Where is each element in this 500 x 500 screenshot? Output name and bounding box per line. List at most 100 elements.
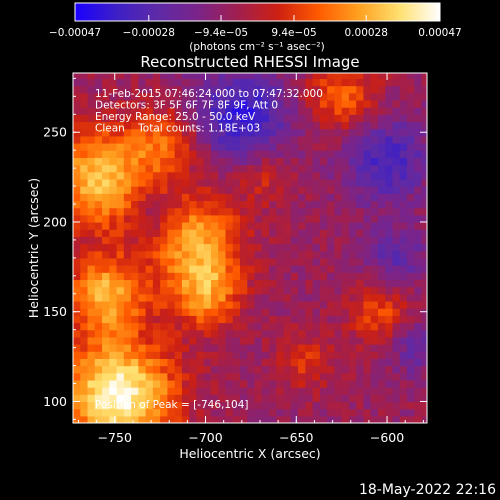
heatmap-cell bbox=[254, 229, 263, 237]
heatmap-cell bbox=[348, 85, 357, 94]
heatmap-cell bbox=[225, 186, 234, 194]
heatmap-cell bbox=[102, 293, 110, 302]
heatmap-cell bbox=[160, 78, 168, 87]
heatmap-cell bbox=[348, 207, 357, 216]
heatmap-cell bbox=[73, 250, 81, 259]
heatmap-cell bbox=[210, 272, 219, 281]
heatmap-cell bbox=[189, 344, 198, 352]
heatmap-cell bbox=[283, 308, 292, 316]
heatmap-cell bbox=[392, 243, 401, 252]
heatmap-cell bbox=[276, 214, 285, 223]
heatmap-cell bbox=[407, 394, 415, 403]
heatmap-cell bbox=[363, 221, 372, 230]
heatmap-cell bbox=[247, 164, 256, 173]
heatmap-cell bbox=[290, 387, 299, 395]
heatmap-cell bbox=[283, 78, 292, 87]
heatmap-cell bbox=[276, 344, 285, 352]
heatmap-cell bbox=[327, 315, 336, 324]
heatmap-cell bbox=[392, 250, 401, 259]
heatmap-cell bbox=[305, 300, 314, 309]
heatmap-cell bbox=[102, 286, 110, 295]
heatmap-cell bbox=[145, 164, 154, 173]
heatmap-cell bbox=[312, 164, 321, 173]
heatmap-cell bbox=[116, 193, 125, 202]
heatmap-cell bbox=[261, 193, 270, 202]
heatmap-cell bbox=[370, 214, 379, 223]
heatmap-cell bbox=[414, 387, 423, 395]
heatmap-cell bbox=[348, 143, 357, 151]
heatmap-cell bbox=[407, 322, 415, 331]
heatmap-cell bbox=[341, 365, 350, 374]
heatmap-cell bbox=[421, 171, 427, 180]
heatmap-cell bbox=[399, 336, 408, 345]
heatmap-cell bbox=[196, 128, 205, 137]
heatmap-cell bbox=[203, 229, 212, 237]
heatmap-cell bbox=[385, 401, 394, 410]
heatmap-cell bbox=[261, 279, 270, 288]
heatmap-cell bbox=[145, 322, 154, 331]
heatmap-cell bbox=[145, 257, 154, 266]
heatmap-cell bbox=[167, 171, 176, 180]
heatmap-cell bbox=[181, 351, 190, 359]
heatmap-cell bbox=[377, 308, 386, 316]
heatmap-cell bbox=[232, 128, 241, 137]
heatmap-cell bbox=[392, 387, 401, 395]
heatmap-cell bbox=[421, 344, 427, 352]
heatmap-cell bbox=[370, 121, 379, 130]
heatmap-cell bbox=[189, 150, 198, 158]
heatmap-cell bbox=[109, 250, 118, 259]
heatmap-cell bbox=[305, 178, 314, 187]
heatmap-cell bbox=[167, 143, 176, 151]
heatmap-cell bbox=[196, 379, 205, 388]
heatmap-cell bbox=[414, 358, 423, 367]
heatmap-cell bbox=[240, 85, 248, 94]
heatmap-cell bbox=[247, 207, 256, 216]
heatmap-cell bbox=[414, 143, 423, 151]
heatmap-cell bbox=[407, 257, 415, 266]
heatmap-cell bbox=[421, 236, 427, 245]
heatmap-cell bbox=[276, 207, 285, 216]
heatmap-cell bbox=[414, 415, 423, 423]
heatmap-cell bbox=[385, 250, 394, 259]
heatmap-cell bbox=[203, 178, 212, 187]
heatmap-cell bbox=[73, 171, 81, 180]
heatmap-cell bbox=[218, 401, 227, 410]
heatmap-cell bbox=[392, 135, 401, 144]
heatmap-cell bbox=[392, 300, 401, 309]
heatmap-cell bbox=[203, 164, 212, 173]
heatmap-cell bbox=[356, 236, 365, 245]
heatmap-cell bbox=[73, 99, 81, 108]
heatmap-cell bbox=[109, 85, 118, 94]
heatmap-cell bbox=[189, 178, 198, 187]
heatmap-cell bbox=[377, 265, 386, 273]
heatmap-cell bbox=[399, 114, 408, 123]
heatmap-cell bbox=[218, 265, 227, 273]
heatmap-cell bbox=[283, 236, 292, 245]
heatmap-cell bbox=[160, 372, 168, 381]
heatmap-cell bbox=[261, 308, 270, 316]
heatmap-cell bbox=[181, 250, 190, 259]
heatmap-cell bbox=[356, 351, 365, 359]
heatmap-cell bbox=[305, 214, 314, 223]
heatmap bbox=[73, 73, 427, 423]
heatmap-cell bbox=[269, 365, 277, 374]
heatmap-cell bbox=[261, 415, 270, 423]
heatmap-cell bbox=[356, 114, 365, 123]
heatmap-cell bbox=[370, 394, 379, 403]
heatmap-cell bbox=[290, 221, 299, 230]
heatmap-cell bbox=[283, 372, 292, 381]
heatmap-cell bbox=[73, 178, 81, 187]
heatmap-cell bbox=[94, 121, 103, 130]
heatmap-cell bbox=[399, 272, 408, 281]
heatmap-cell bbox=[283, 257, 292, 266]
heatmap-cell bbox=[283, 279, 292, 288]
heatmap-cell bbox=[319, 214, 328, 223]
heatmap-cell bbox=[261, 322, 270, 331]
heatmap-cell bbox=[399, 85, 408, 94]
heatmap-cell bbox=[116, 107, 125, 115]
heatmap-cell bbox=[94, 85, 103, 94]
heatmap-cell bbox=[327, 229, 336, 237]
heatmap-cell bbox=[305, 78, 314, 87]
heatmap-cell bbox=[210, 92, 219, 101]
heatmap-cell bbox=[218, 164, 227, 173]
